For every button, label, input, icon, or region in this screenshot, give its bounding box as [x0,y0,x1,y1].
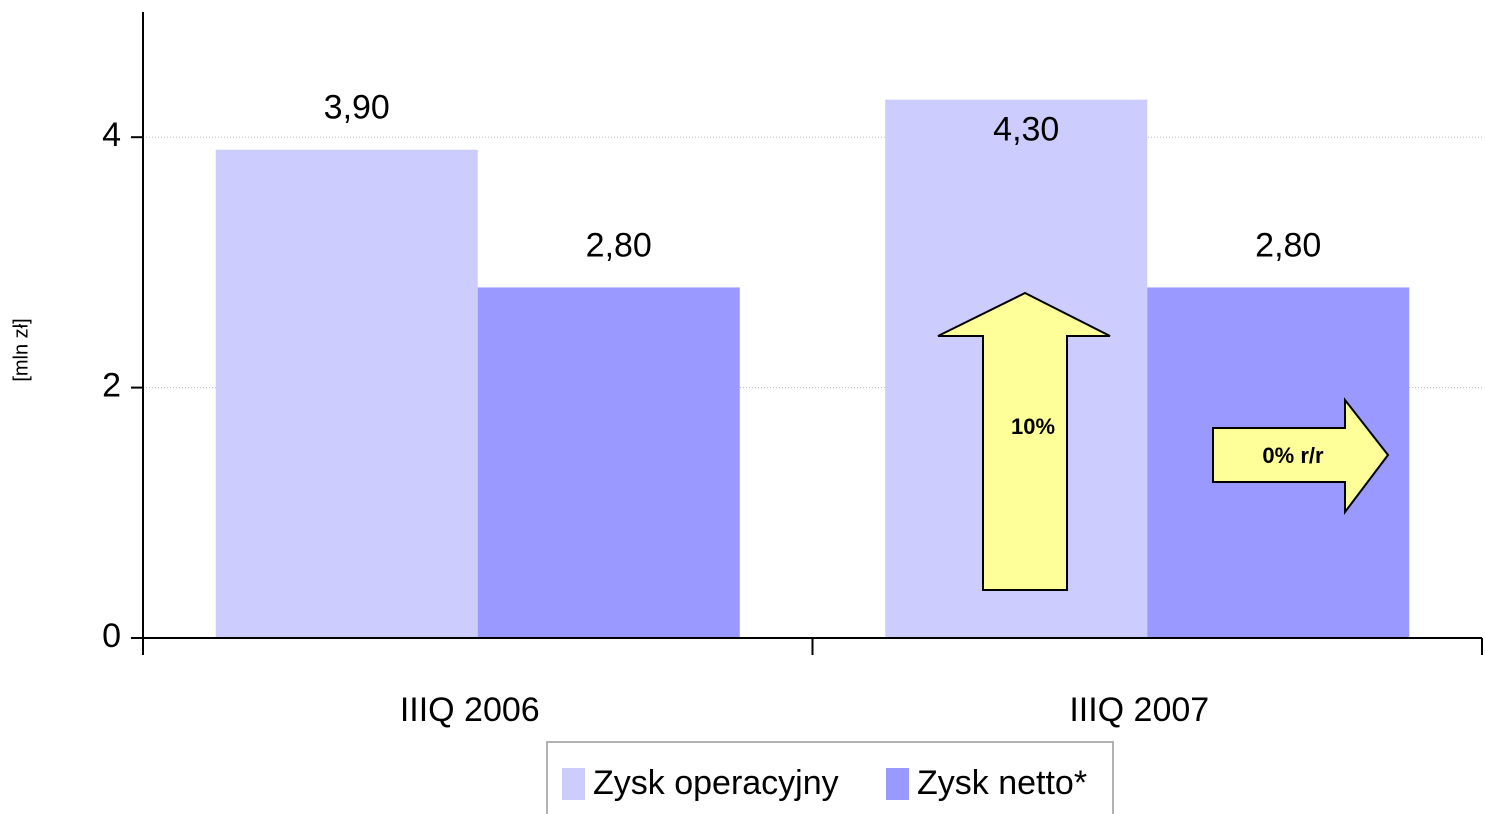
annotation: 10% [1011,414,1055,439]
annotation: 0% r/r [1262,443,1324,468]
bar [215,149,478,638]
value-label: 4,30 [993,111,1059,149]
y-tick-label: 0 [102,617,121,655]
legend: Zysk operacyjny Zysk netto* [562,764,1087,802]
legend-box [546,741,1114,814]
legend-label: Zysk netto* [917,764,1087,802]
bar [477,287,740,638]
legend-label: Zysk operacyjny [593,764,839,802]
y-tick-label: 4 [102,116,121,154]
value-label: 3,90 [324,89,390,127]
annotations: 10% 0% r/r 3,90 2,80 4,30 2,80 [324,89,1390,591]
x-tick-label: IIIQ 2007 [1069,691,1209,729]
plot-area: 0 2 4 IIIQ 2006 IIIQ 2007 [102,12,1483,729]
value-label: 2,80 [1255,226,1321,264]
value-label: 2,80 [586,226,652,264]
up-arrow [937,291,1111,591]
y-axis-label: [mln zł] [10,318,32,381]
y-tick-label: 2 [102,367,121,405]
right-arrow [1212,397,1390,515]
legend-swatch [886,768,909,800]
x-tick-label: IIIQ 2006 [400,691,540,729]
legend-swatch [562,768,585,800]
